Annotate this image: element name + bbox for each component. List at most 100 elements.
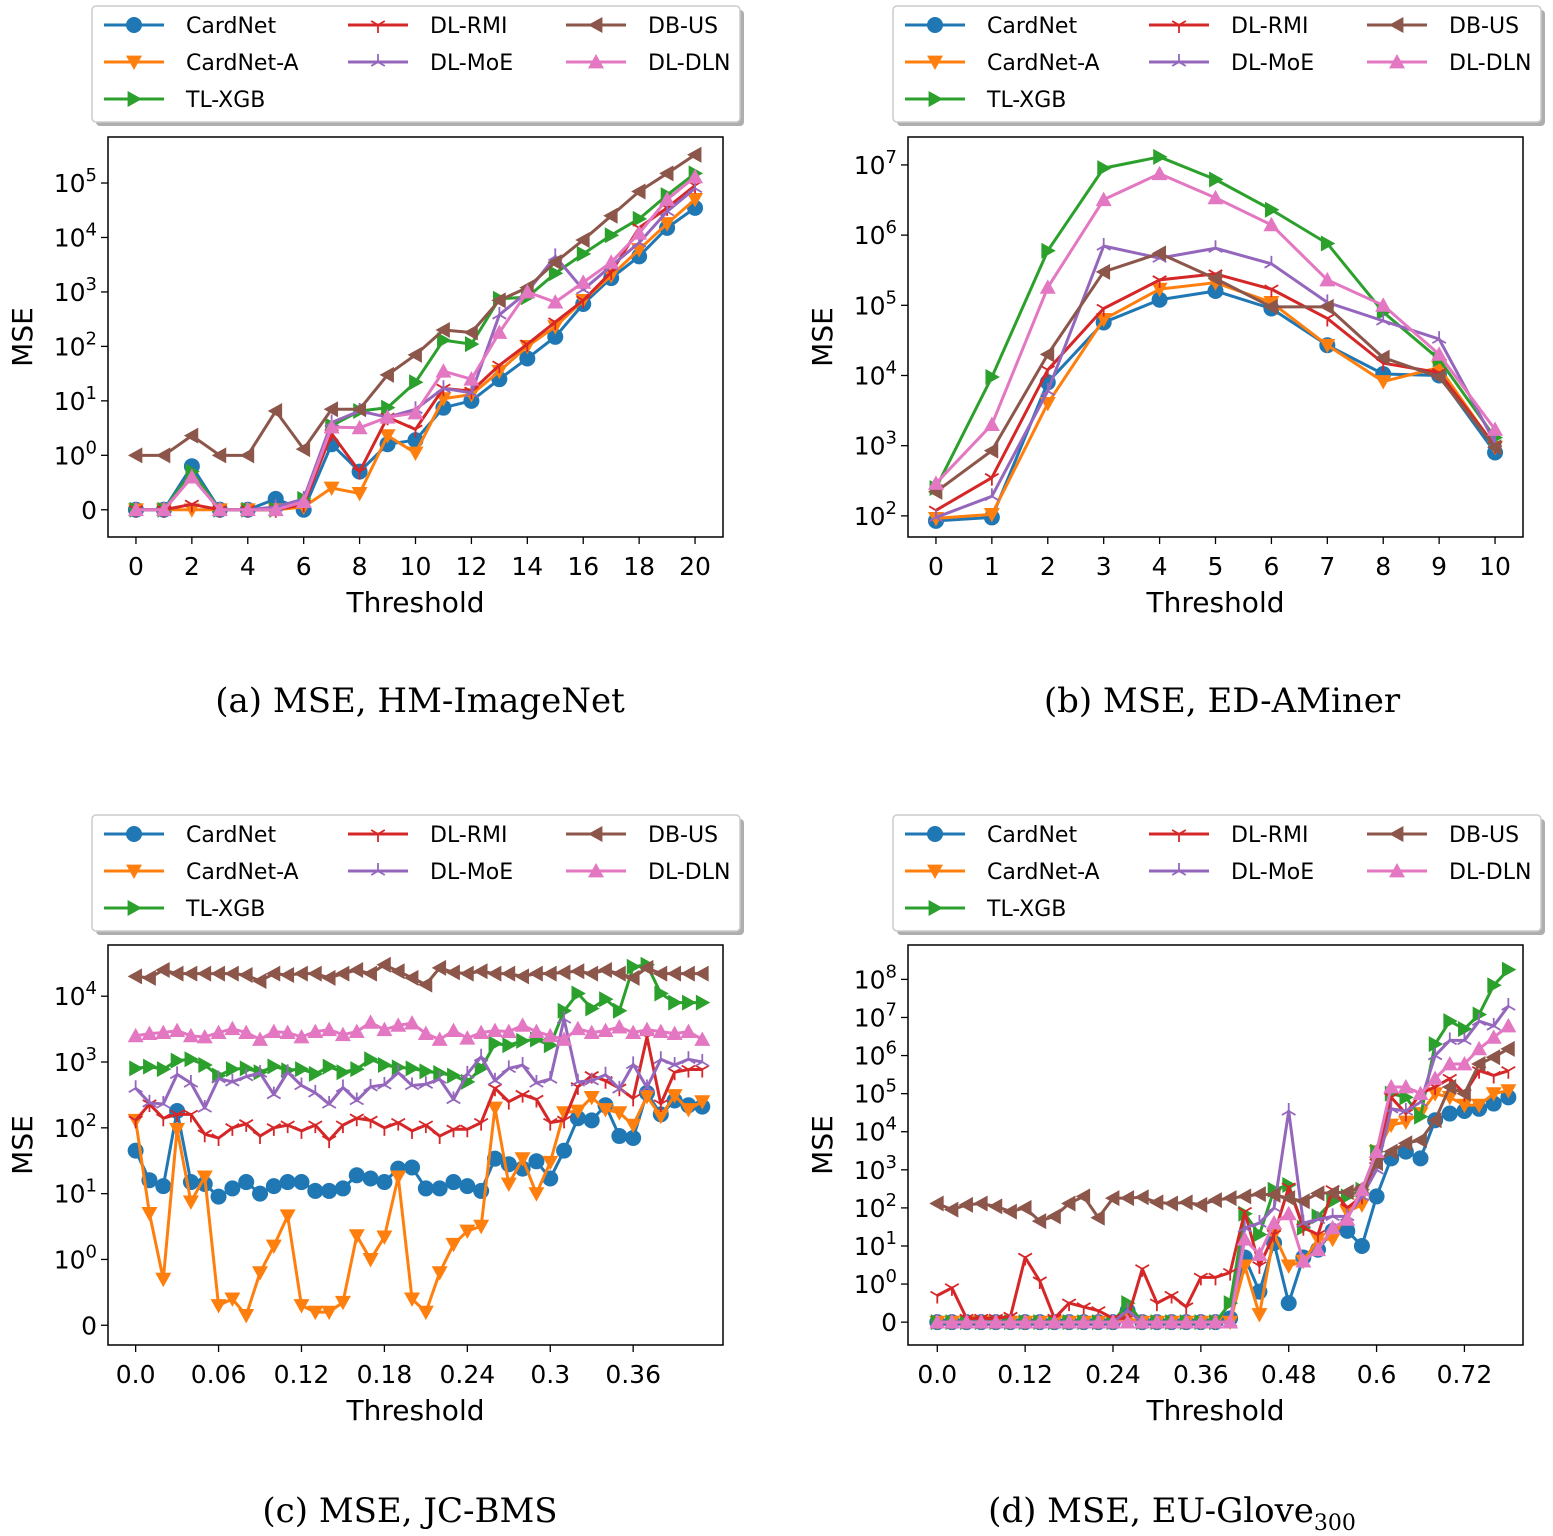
data-point-tl_xgb: [447, 1067, 462, 1084]
data-point-dl_dln: [652, 1023, 669, 1038]
data-point-dl_dln: [1236, 1231, 1253, 1246]
y-tick-label: 104: [854, 1114, 897, 1147]
data-point-db_us: [514, 968, 530, 985]
data-point-dl_moe: [197, 1100, 212, 1113]
data-point-dl_rmi: [515, 1089, 530, 1103]
data-point-cardnet_a: [404, 1292, 421, 1307]
legend-frame: [91, 5, 741, 123]
legend-item-dl_moe[interactable]: DL-MoE: [348, 51, 513, 76]
data-point-db_us: [1207, 270, 1222, 287]
data-point-dl_rmi: [335, 1120, 351, 1134]
legend-item-dl_dln[interactable]: DL-DLN: [566, 860, 730, 885]
legend-marker-cardnet_a: [927, 864, 943, 879]
legend-item-dl_rmi[interactable]: DL-RMI: [1149, 823, 1309, 848]
data-point-dl_rmi: [1178, 1302, 1194, 1315]
data-point-cardnet_a: [182, 1195, 199, 1210]
data-point-dl_dln: [666, 1025, 683, 1041]
series-line-dl_dln: [934, 172, 1497, 485]
legend-item-tl_xgb[interactable]: TL-XGB: [905, 897, 1066, 922]
data-point-dl_rmi: [432, 1131, 447, 1145]
data-point-cardnet_a: [625, 1118, 642, 1134]
data-point-dl_rmi: [169, 1109, 185, 1123]
data-point-dl_dln: [323, 419, 340, 434]
data-point-dl_dln: [569, 1020, 586, 1036]
y-tick-label: 102: [54, 328, 97, 361]
x-tick-label: 0.36: [1173, 1360, 1229, 1389]
data-point-dl_dln: [127, 501, 144, 517]
legend-item-dl_rmi[interactable]: DL-RMI: [1149, 14, 1309, 39]
legend-item-cardnet[interactable]: CardNet: [104, 823, 276, 848]
legend-item-cardnet_a[interactable]: CardNet-A: [905, 860, 1100, 885]
data-point-dl_dln: [348, 1023, 365, 1038]
x-tick-label: 16: [567, 552, 599, 581]
data-point-db_us: [638, 959, 654, 976]
x-tick-label: 2: [184, 552, 200, 581]
legend-item-cardnet[interactable]: CardNet: [905, 14, 1077, 39]
data-point-dl_dln: [279, 1024, 296, 1039]
data-point-db_us: [362, 965, 377, 982]
axes-frame: [907, 944, 1524, 1346]
legend-item-tl_xgb[interactable]: TL-XGB: [104, 897, 265, 922]
data-point-cardnet: [625, 1130, 642, 1147]
x-tick-label: 0.72: [1437, 1360, 1493, 1389]
legend-item-cardnet[interactable]: CardNet: [905, 823, 1077, 848]
data-point-tl_xgb: [156, 1061, 172, 1078]
legend-item-db_us[interactable]: DB-US: [566, 823, 718, 848]
data-point-db_us: [293, 965, 308, 982]
data-point-dl_moe: [667, 1057, 682, 1070]
chart-b: CardNet CardNet-A TL-XGB DL-RMI DL-MoE DB-US D…: [806, 5, 1545, 721]
x-tick-label: 0.0: [116, 1360, 156, 1389]
legend-item-cardnet_a[interactable]: CardNet-A: [104, 860, 299, 885]
data-point-dl_moe: [1427, 1047, 1443, 1061]
legend-item-dl_moe[interactable]: DL-MoE: [348, 860, 513, 885]
data-point-tl_xgb: [465, 336, 480, 353]
legend-item-dl_dln[interactable]: DL-DLN: [566, 51, 730, 76]
legend-item-dl_dln[interactable]: DL-DLN: [1367, 860, 1531, 885]
data-point-dl_dln: [1090, 1314, 1107, 1329]
data-point-tl_xgb: [612, 1002, 628, 1019]
data-point-tl_xgb: [170, 1052, 186, 1069]
x-tick-label: 6: [296, 552, 312, 581]
data-point-tl_xgb: [295, 1061, 310, 1078]
data-point-cardnet: [334, 1180, 351, 1197]
legend-item-tl_xgb[interactable]: TL-XGB: [905, 88, 1066, 113]
data-point-db_us: [1471, 1056, 1486, 1073]
legend-item-tl_xgb[interactable]: TL-XGB: [104, 88, 265, 113]
legend-item-dl_rmi[interactable]: DL-RMI: [348, 14, 508, 39]
data-point-dl_moe: [390, 1064, 406, 1078]
data-point-db_us: [404, 969, 419, 986]
legend-item-cardnet_a[interactable]: CardNet-A: [905, 51, 1100, 76]
data-point-db_us: [1134, 1189, 1149, 1206]
data-point-db_us: [238, 967, 253, 984]
data-point-cardnet_a: [459, 1224, 476, 1240]
data-point-dl_dln: [1075, 1314, 1092, 1329]
legend-item-dl_moe[interactable]: DL-MoE: [1149, 860, 1314, 885]
legend-item-cardnet[interactable]: CardNet: [104, 14, 276, 39]
data-point-cardnet: [265, 1178, 282, 1195]
legend-label-dl_rmi: DL-RMI: [430, 14, 508, 39]
data-point-dl_dln: [1500, 1017, 1517, 1033]
data-point-db_us: [407, 346, 422, 363]
legend: CardNet CardNet-A TL-XGB DL-RMI DL-MoE DB-US D…: [892, 814, 1545, 935]
legend-item-db_us[interactable]: DB-US: [566, 14, 718, 39]
legend-item-cardnet_a[interactable]: CardNet-A: [104, 51, 299, 76]
data-point-dl_moe: [556, 1011, 572, 1024]
data-point-cardnet_a: [680, 1103, 697, 1118]
figure-caption: (c) MSE, JC-BMS: [262, 1491, 557, 1531]
legend-item-dl_dln[interactable]: DL-DLN: [1367, 51, 1531, 76]
legend-item-dl_moe[interactable]: DL-MoE: [1149, 51, 1314, 76]
x-tick-label: 0.3: [530, 1360, 570, 1389]
legend-marker-dl_dln: [588, 54, 604, 69]
data-point-db_us: [183, 427, 199, 444]
legend-item-db_us[interactable]: DB-US: [1367, 823, 1519, 848]
y-axis-label: MSE: [806, 307, 839, 367]
data-point-tl_xgb: [308, 1065, 324, 1082]
legend-item-dl_rmi[interactable]: DL-RMI: [348, 823, 508, 848]
x-tick-label: 14: [511, 552, 543, 581]
data-point-db_us: [431, 959, 447, 976]
data-point-dl_rmi: [1310, 1229, 1326, 1243]
legend-item-db_us[interactable]: DB-US: [1367, 14, 1519, 39]
data-point-dl_rmi: [984, 472, 1000, 486]
data-point-dl_dln: [514, 1017, 531, 1032]
data-point-dl_moe: [639, 1079, 655, 1093]
